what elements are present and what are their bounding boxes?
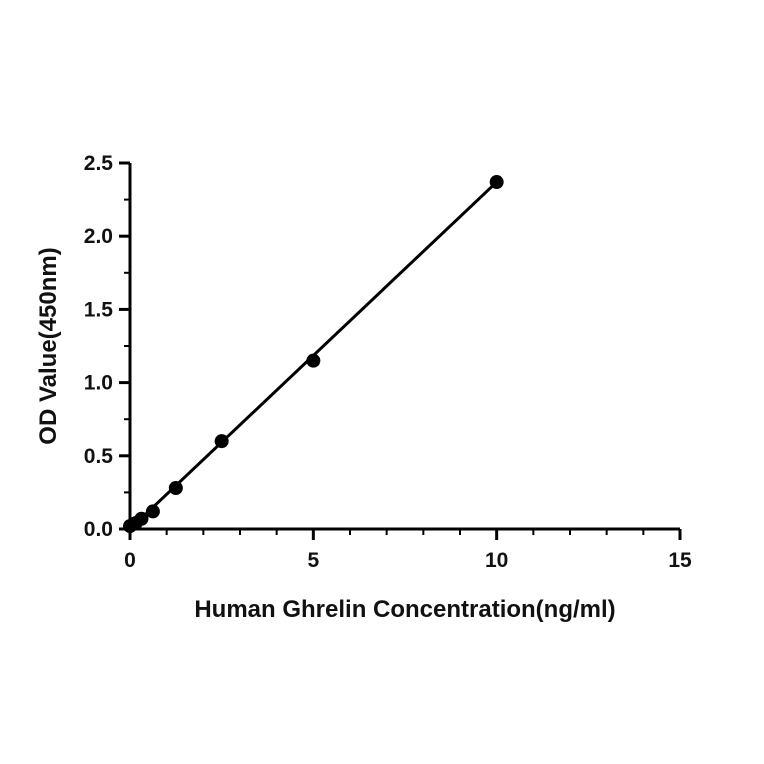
y-tick-label: 1.0	[84, 372, 113, 395]
x-axis-title: Human Ghrelin Concentration(ng/ml)	[194, 596, 615, 623]
data-point	[145, 504, 160, 519]
data-point	[489, 175, 504, 190]
x-tick-label: 0	[124, 549, 136, 572]
data-point	[168, 481, 183, 496]
x-tick-label: 10	[485, 549, 508, 572]
y-axis: 0.0 0.5 1.0 1.5 2.0 2.5	[84, 152, 132, 541]
y-tick-label: 1.5	[84, 298, 114, 321]
y-tick-label: 0.0	[84, 518, 113, 541]
data-point	[306, 353, 321, 368]
x-tick-label: 15	[668, 549, 692, 572]
plot-area	[123, 175, 504, 534]
x-tick-label: 5	[307, 549, 319, 572]
x-axis: 0 5 10 15	[124, 527, 692, 572]
y-tick-label: 2.0	[84, 225, 113, 248]
y-tick-label: 0.5	[84, 445, 114, 468]
data-point	[134, 511, 149, 526]
y-tick-label: 2.5	[84, 152, 114, 175]
y-axis-title: OD Value(450nm)	[35, 247, 62, 444]
data-point	[214, 434, 229, 449]
